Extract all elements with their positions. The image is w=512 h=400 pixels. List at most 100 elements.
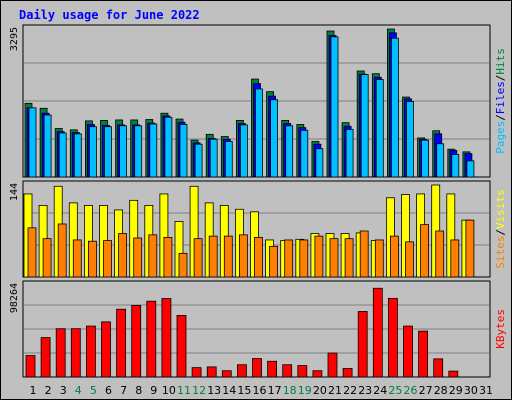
bar-sites-day-15 bbox=[238, 234, 248, 278]
bar-sites-day-26 bbox=[405, 241, 414, 278]
legend-label-hits-files-pages-4: Hits bbox=[494, 48, 507, 75]
bar-kbytes-day-7 bbox=[116, 308, 126, 378]
legend-label-kbytes-0: KBytes bbox=[494, 309, 507, 349]
bar-sites-day-2 bbox=[42, 238, 52, 278]
x-tick-label-day-13: 13 bbox=[207, 384, 221, 397]
bar-kbytes-day-11 bbox=[176, 314, 187, 378]
bar-pages-day-13 bbox=[209, 138, 218, 178]
bar-sites-day-12 bbox=[193, 238, 203, 278]
bar-sites-day-9 bbox=[148, 234, 158, 278]
x-tick-label-day-10: 10 bbox=[162, 384, 176, 397]
bar-kbytes-day-9 bbox=[146, 300, 157, 378]
bar-kbytes-day-13 bbox=[206, 366, 217, 378]
bar-kbytes-day-27 bbox=[418, 330, 429, 378]
y-max-label-visits-sites: 144 bbox=[9, 183, 20, 201]
x-tick-label-day-29: 29 bbox=[449, 384, 463, 397]
bar-sites-day-23 bbox=[359, 230, 369, 278]
x-tick-label-day-31: 31 bbox=[479, 384, 493, 397]
legend-label-visits-sites-2: Visits bbox=[494, 189, 507, 229]
bar-pages-day-22 bbox=[345, 128, 354, 178]
x-tick-label-day-24: 24 bbox=[373, 384, 387, 397]
x-tick-label-day-26: 26 bbox=[404, 384, 418, 397]
bar-sites-day-16 bbox=[254, 236, 263, 278]
bar-sites-day-8 bbox=[133, 237, 143, 278]
bar-kbytes-day-12 bbox=[191, 367, 202, 378]
bar-pages-day-12 bbox=[194, 143, 203, 178]
x-tick-label-day-3: 3 bbox=[60, 384, 67, 397]
bar-pages-day-14 bbox=[224, 141, 233, 178]
x-tick-label-day-11: 11 bbox=[177, 384, 191, 397]
bar-kbytes-day-28 bbox=[433, 358, 444, 378]
bar-sites-day-24 bbox=[374, 239, 384, 278]
bar-kbytes-day-20 bbox=[312, 370, 323, 378]
x-tick-label-day-16: 16 bbox=[253, 384, 267, 397]
bar-kbytes-day-26 bbox=[403, 325, 413, 378]
x-tick-label-day-18: 18 bbox=[283, 384, 297, 397]
x-tick-label-day-8: 8 bbox=[135, 384, 142, 397]
x-tick-label-day-1: 1 bbox=[30, 384, 37, 397]
bar-sites-day-29 bbox=[450, 239, 460, 278]
bar-kbytes-day-18 bbox=[282, 364, 293, 378]
bar-kbytes-day-3 bbox=[55, 328, 66, 378]
bar-sites-day-7 bbox=[118, 233, 127, 278]
bar-sites-day-13 bbox=[208, 235, 218, 278]
x-tick-label-day-27: 27 bbox=[419, 384, 433, 397]
legend-label-hits-files-pages-3: / bbox=[494, 75, 507, 82]
bar-sites-day-4 bbox=[72, 239, 82, 278]
bar-sites-day-17 bbox=[269, 245, 279, 278]
bar-pages-day-18 bbox=[285, 125, 294, 178]
y-max-label-hits-files-pages: 3295 bbox=[9, 27, 20, 51]
bar-sites-day-30 bbox=[465, 219, 475, 278]
bar-kbytes-day-1 bbox=[25, 355, 36, 378]
bar-kbytes-day-22 bbox=[342, 367, 353, 378]
x-tick-label-day-30: 30 bbox=[464, 384, 478, 397]
bar-pages-day-27 bbox=[421, 139, 430, 178]
bar-sites-day-25 bbox=[389, 235, 399, 278]
bar-sites-day-6 bbox=[103, 240, 112, 278]
bar-sites-day-14 bbox=[223, 235, 233, 278]
bar-pages-day-6 bbox=[104, 126, 112, 178]
bar-sites-day-18 bbox=[284, 239, 294, 278]
bar-pages-day-17 bbox=[270, 99, 279, 178]
bar-sites-day-27 bbox=[420, 224, 430, 278]
x-tick-label-day-14: 14 bbox=[222, 384, 236, 397]
x-tick-label-day-28: 28 bbox=[434, 384, 448, 397]
x-tick-label-day-22: 22 bbox=[343, 384, 357, 397]
x-tick-label-day-7: 7 bbox=[120, 384, 127, 397]
bar-kbytes-day-23 bbox=[357, 311, 368, 378]
bar-sites-day-1 bbox=[27, 227, 37, 278]
legend-label-visits-sites-0: Sites bbox=[494, 235, 507, 268]
bar-kbytes-day-29 bbox=[448, 370, 459, 378]
bar-pages-day-28 bbox=[436, 143, 445, 178]
bar-kbytes-day-25 bbox=[387, 297, 398, 378]
legend-label-hits-files-pages-2: Files bbox=[494, 81, 507, 114]
bar-sites-day-20 bbox=[314, 235, 324, 278]
x-tick-label-day-17: 17 bbox=[268, 384, 282, 397]
bar-sites-day-21 bbox=[329, 238, 339, 278]
bar-pages-day-16 bbox=[255, 88, 263, 178]
chart-title: Daily usage for June 2022 bbox=[19, 8, 200, 22]
bar-kbytes-day-19 bbox=[297, 365, 308, 378]
bar-pages-day-24 bbox=[375, 79, 384, 178]
bar-pages-day-7 bbox=[119, 125, 127, 178]
bar-kbytes-day-5 bbox=[86, 325, 96, 378]
bar-sites-day-3 bbox=[57, 223, 67, 278]
x-tick-label-day-21: 21 bbox=[328, 384, 342, 397]
bar-pages-day-4 bbox=[73, 133, 82, 178]
bar-pages-day-3 bbox=[58, 132, 67, 178]
bar-kbytes-day-21 bbox=[327, 352, 338, 378]
bar-kbytes-day-17 bbox=[267, 360, 278, 378]
bar-kbytes-day-8 bbox=[131, 304, 142, 378]
bar-kbytes-day-14 bbox=[221, 370, 232, 378]
y-max-label-kbytes: 98264 bbox=[9, 283, 20, 313]
x-tick-label-day-23: 23 bbox=[358, 384, 372, 397]
bar-pages-day-29 bbox=[451, 154, 460, 178]
x-tick-label-day-15: 15 bbox=[237, 384, 251, 397]
legend-label-hits-files-pages-1: / bbox=[494, 114, 507, 121]
bar-pages-day-25 bbox=[390, 37, 399, 178]
bar-pages-day-19 bbox=[300, 129, 309, 178]
bar-pages-day-20 bbox=[315, 148, 324, 178]
x-tick-label-day-5: 5 bbox=[90, 384, 97, 397]
x-tick-label-day-19: 19 bbox=[298, 384, 312, 397]
